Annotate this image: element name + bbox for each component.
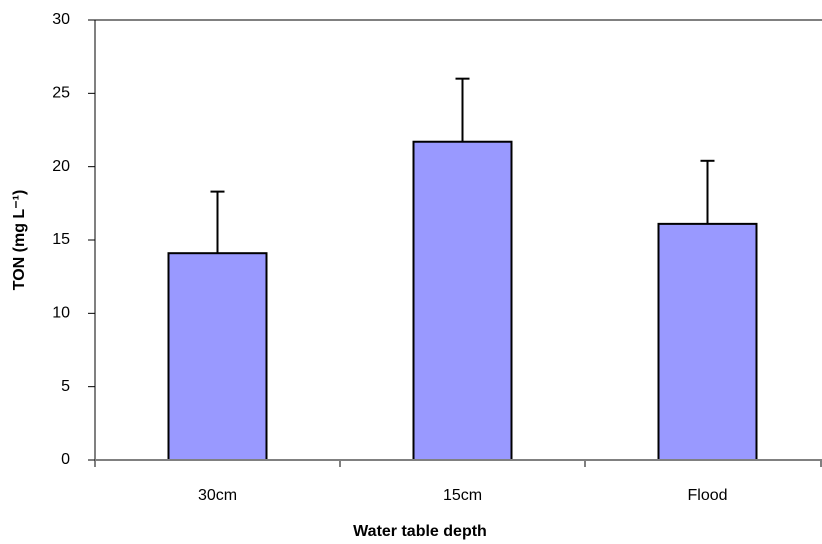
y-tick-label: 15 — [52, 231, 70, 248]
x-tick-label: 15cm — [443, 487, 482, 504]
error-bar — [210, 190, 225, 254]
y-axis-title: TON (mg L⁻¹) — [11, 190, 28, 291]
y-tick-label: 20 — [52, 158, 70, 175]
y-tick-label: 30 — [52, 11, 70, 28]
y-tick-label: 5 — [61, 378, 70, 395]
bar — [167, 252, 268, 461]
bar — [412, 140, 513, 461]
x-tick-label: Flood — [687, 487, 727, 504]
error-bar — [700, 159, 715, 224]
y-tick-label: 0 — [61, 451, 70, 468]
x-tick-label: 30cm — [198, 487, 237, 504]
bar — [657, 222, 758, 461]
error-bar — [455, 77, 470, 142]
y-tick-label: 10 — [52, 305, 70, 322]
x-axis-title: Water table depth — [353, 523, 487, 540]
y-tick-label: 25 — [52, 85, 70, 102]
